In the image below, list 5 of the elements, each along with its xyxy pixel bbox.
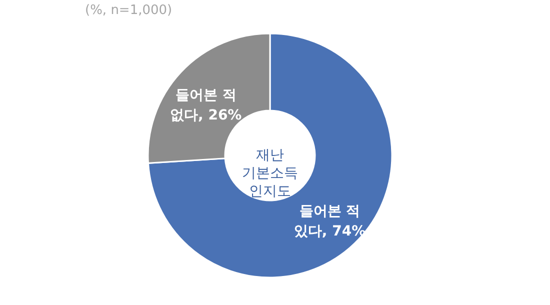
text: 재난 기본소득 인지도 xyxy=(242,148,298,200)
chart-subtitle: (%, n=1,000) xyxy=(85,3,172,18)
slice-label: 들어본 적 없다, 26% xyxy=(170,87,242,124)
donut-slice xyxy=(147,32,393,278)
slice-label: 들어본 적 있다, 74% xyxy=(294,204,366,240)
